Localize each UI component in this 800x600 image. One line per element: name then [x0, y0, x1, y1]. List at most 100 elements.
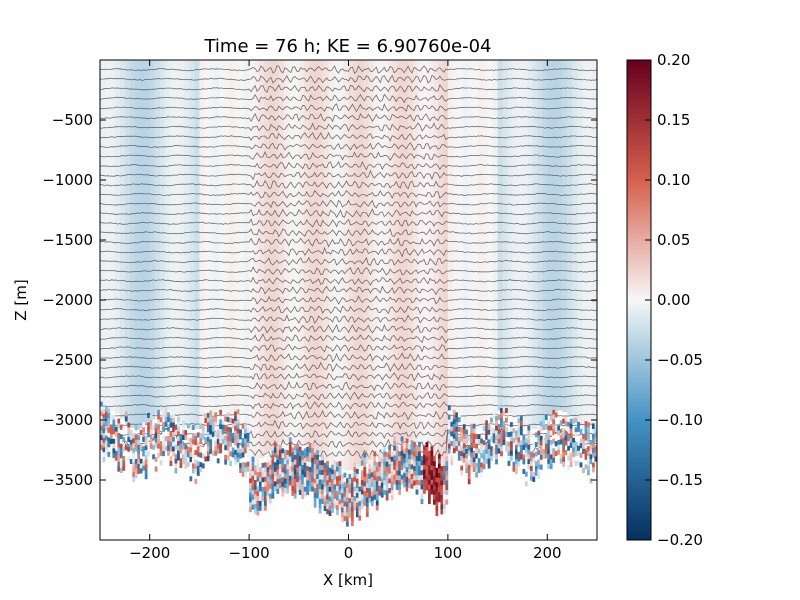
seafloor-cell	[482, 454, 486, 460]
seafloor-cell	[147, 427, 150, 433]
seafloor-cell	[162, 407, 165, 413]
seafloor-cell	[107, 437, 111, 443]
seafloor-cell	[425, 451, 429, 457]
seafloor-cell	[517, 437, 521, 443]
seafloor-cell	[201, 434, 205, 440]
seafloor-cell	[413, 461, 416, 467]
seafloor-cell	[341, 507, 344, 513]
seafloor-cell	[186, 452, 190, 458]
seafloor-cell	[420, 499, 424, 505]
seafloor-cell	[380, 458, 384, 464]
seafloor-cell	[132, 433, 136, 439]
seafloor-cell	[154, 466, 158, 472]
seafloor-cell	[462, 448, 466, 454]
seafloor-cell	[423, 479, 426, 485]
seafloor-cell	[500, 408, 503, 414]
seafloor-cell	[291, 466, 295, 472]
seafloor-cell	[480, 472, 483, 478]
seafloor-cell	[259, 472, 262, 478]
seafloor-cell	[333, 469, 337, 476]
x-tick-label: 200	[533, 544, 562, 562]
seafloor-cell	[380, 473, 384, 479]
seafloor-cell	[201, 415, 205, 421]
seafloor-cell	[373, 451, 377, 457]
seafloor-cell	[447, 429, 451, 435]
seafloor-cell	[112, 419, 116, 425]
seafloor-cell	[430, 455, 434, 461]
seafloor-cell	[505, 431, 508, 438]
field-cell	[552, 60, 558, 412]
seafloor-cell	[191, 463, 195, 469]
seafloor-cell	[278, 478, 282, 484]
seafloor-cell	[142, 465, 146, 471]
seafloor-cell	[256, 462, 260, 468]
seafloor-cell	[264, 496, 267, 502]
seafloor-cell	[380, 492, 384, 498]
x-tick-label: −100	[228, 544, 269, 562]
seafloor-cell	[480, 443, 483, 449]
seafloor-cell	[293, 459, 297, 465]
seafloor-cell	[283, 473, 287, 479]
seafloor-cell	[216, 439, 220, 445]
seafloor-cell	[547, 435, 551, 441]
seafloor-cell	[281, 481, 285, 488]
seafloor-cell	[425, 456, 429, 462]
seafloor-cell	[323, 472, 327, 478]
seafloor-cell	[132, 472, 136, 478]
seafloor-cell	[137, 435, 141, 441]
contour-line	[100, 169, 597, 181]
seafloor-cell	[119, 443, 123, 449]
seafloor-cell	[395, 446, 399, 452]
seafloor-cell	[388, 488, 392, 494]
seafloor-cell	[117, 437, 121, 443]
seafloor-cell	[388, 459, 392, 465]
seafloor-cell	[395, 441, 399, 447]
seafloor-cell	[174, 468, 178, 474]
seafloor-cell	[144, 474, 148, 480]
seafloor-cell	[182, 444, 185, 450]
colorbar-tick-label: 0.00	[657, 291, 690, 309]
seafloor-cell	[271, 474, 275, 480]
seafloor-cell	[104, 406, 108, 412]
seafloor-cell	[507, 451, 511, 457]
seafloor-cell	[477, 467, 481, 473]
seafloor-cell	[457, 426, 461, 432]
colorbar-tick-label: 0.05	[657, 231, 690, 249]
seafloor-cell	[273, 452, 277, 458]
seafloor-cell	[358, 482, 362, 488]
colorbar-tick-label: −0.20	[657, 531, 703, 549]
seafloor-cell	[169, 436, 173, 443]
seafloor-cell	[283, 488, 287, 494]
seafloor-cell	[460, 427, 464, 433]
seafloor-cell	[512, 432, 516, 439]
seafloor-cell	[375, 500, 379, 506]
seafloor-cell	[313, 497, 317, 503]
seafloor-cell	[348, 474, 352, 480]
seafloor-cell	[209, 429, 213, 435]
field-cell	[234, 60, 240, 421]
seafloor-cell	[432, 490, 436, 496]
seafloor-cell	[177, 436, 180, 442]
field-cell	[353, 60, 359, 470]
seafloor-cell	[418, 475, 421, 481]
seafloor-cell	[507, 460, 511, 466]
seafloor-cell	[316, 454, 319, 461]
contour-line	[100, 333, 597, 344]
seafloor-cell	[465, 439, 469, 445]
seafloor-cell	[249, 473, 252, 479]
seafloor-cell	[437, 482, 441, 488]
seafloor-cell	[244, 448, 247, 454]
seafloor-cell	[159, 445, 163, 452]
seafloor-cell	[492, 452, 496, 458]
seafloor-cell	[363, 481, 367, 487]
seafloor-cell	[472, 452, 476, 458]
seafloor-cell	[428, 494, 431, 500]
seafloor-cell	[512, 437, 516, 443]
seafloor-cell	[291, 481, 295, 487]
seafloor-cell	[288, 446, 292, 453]
seafloor-cell	[328, 506, 332, 512]
seafloor-cell	[569, 452, 573, 458]
seafloor-cell	[221, 419, 225, 425]
seafloor-cell	[102, 437, 106, 443]
seafloor-cell	[425, 475, 429, 481]
